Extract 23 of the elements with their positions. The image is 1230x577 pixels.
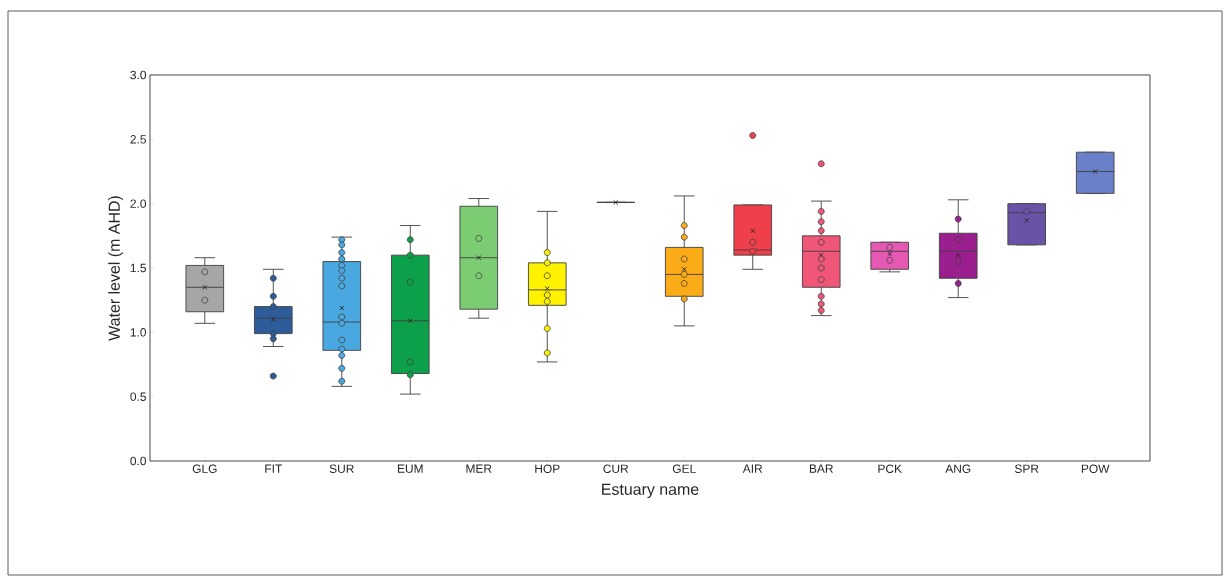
y-tick-label: 0.0	[130, 456, 147, 466]
y-tick-label: 2.0	[130, 199, 147, 208]
x-tick-label: HOP	[535, 464, 560, 473]
x-axis-title: Estuary name	[602, 483, 699, 499]
x-tick-label: POW	[1081, 464, 1110, 473]
x-tick-label: GLG	[192, 464, 217, 473]
x-tick-label: SUR	[329, 464, 354, 473]
x-tick-label: CUR	[603, 464, 629, 473]
y-tick-label: 3.0	[130, 70, 147, 80]
x-tick-label: GEL	[672, 464, 696, 473]
y-tick-label: 2.5	[130, 135, 146, 144]
x-tick-label: FIT	[265, 464, 282, 473]
y-tick-label: 0.5	[130, 392, 146, 401]
x-tick-label: BAR	[809, 464, 833, 473]
x-tick-label: SPR	[1014, 464, 1039, 473]
x-tick-label: MER	[466, 464, 492, 473]
y-tick-label: 1.0	[130, 328, 147, 337]
x-tick-label: ANG	[945, 464, 971, 473]
x-tick-label: AIR	[742, 464, 763, 473]
y-axis-title: Water level (m AHD)	[108, 196, 124, 341]
x-tick-label: PCK	[878, 464, 902, 473]
x-tick-label: EUM	[397, 464, 423, 473]
y-tick-label: 1.5	[130, 263, 146, 273]
